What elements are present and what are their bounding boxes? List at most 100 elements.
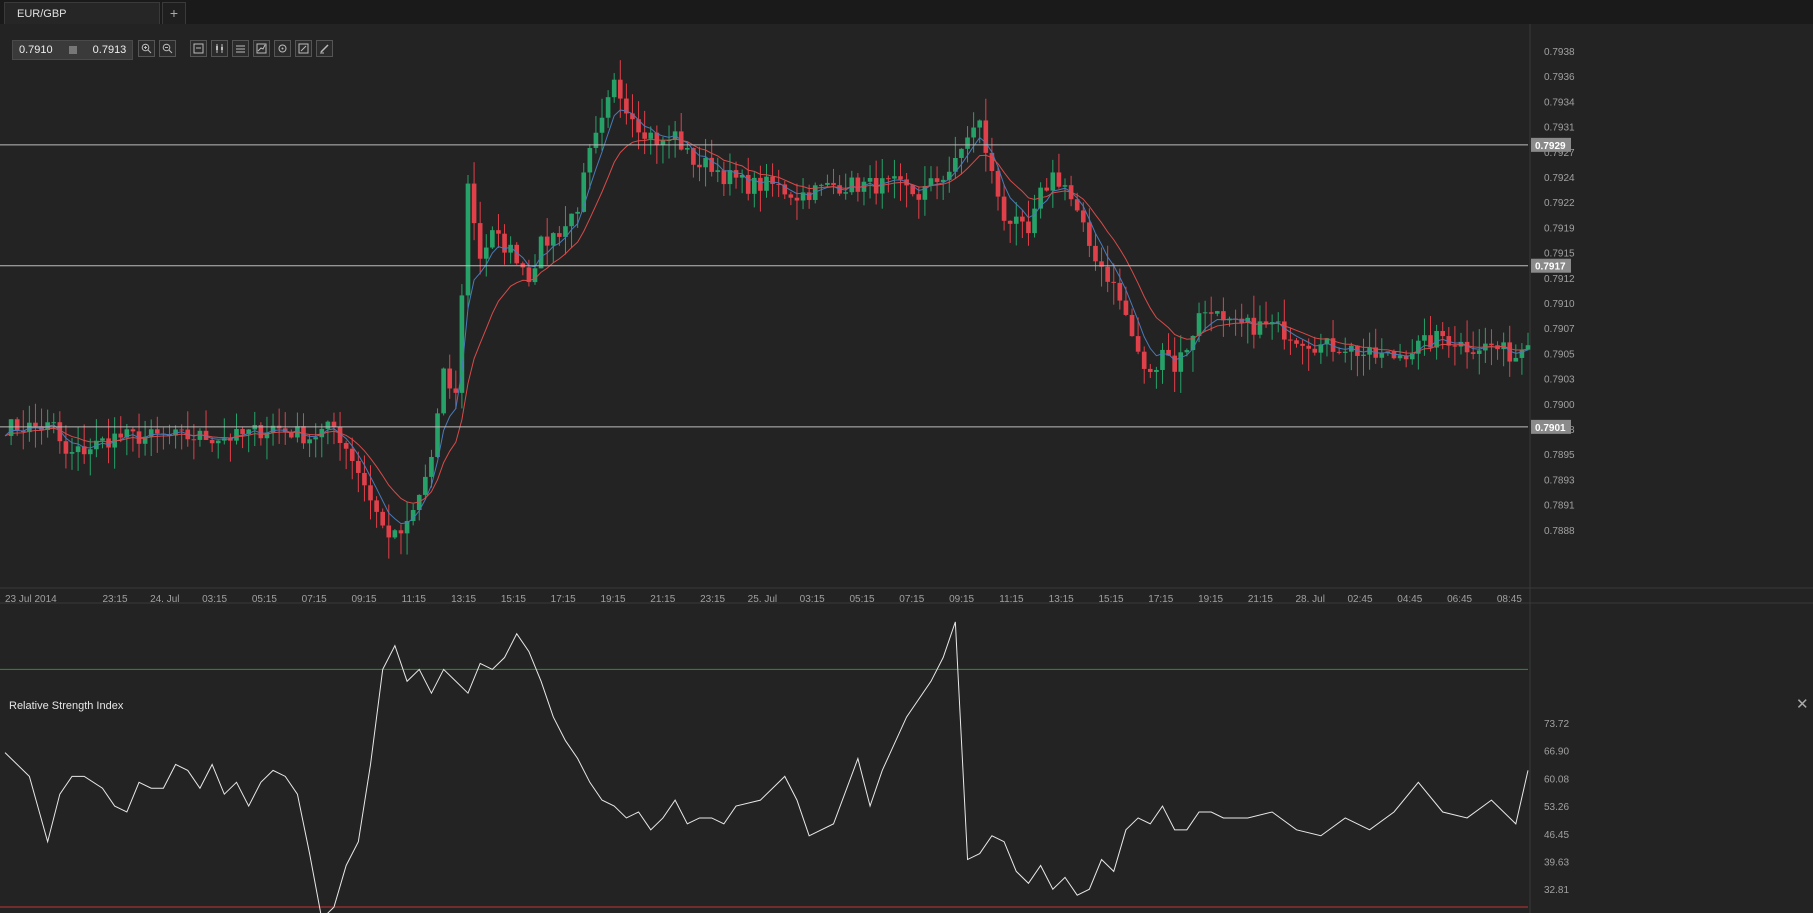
candle-body [965,137,970,149]
candle-body [1519,349,1525,358]
candle-body [179,429,184,431]
candle-body [1196,313,1202,336]
candle-body [1507,342,1513,362]
candle-body [87,449,93,455]
rsi-tick-label: 60.08 [1544,774,1569,785]
candle-body [33,422,38,427]
chart-background [0,24,1813,913]
candle-body [1409,353,1415,360]
candle-body [1275,321,1281,323]
candle-body [1105,266,1110,282]
tab-eurgbp[interactable]: EUR/GBP [4,2,160,24]
zoom-out-button[interactable] [159,40,176,57]
candle-body [654,132,660,145]
candle-body [325,421,331,429]
candle-body [508,244,513,253]
candle-body [69,452,75,454]
candle-body [538,236,544,269]
time-tick-label: 03:15 [800,594,825,605]
bid-price: 0.7910 [19,44,53,56]
time-tick-label: 19:15 [1198,594,1223,605]
level-label: 0.7901 [1535,423,1566,434]
candle-body [8,419,14,436]
candle-body [154,429,160,434]
candle-body [819,184,824,186]
candle-body [1123,300,1129,315]
candle-body [27,422,32,433]
candle-body [386,525,392,538]
candle-body [1013,216,1019,224]
candle-body [1190,335,1196,351]
candle-body [953,157,958,172]
time-tick-label: 07:15 [302,594,327,605]
candle-body [331,421,337,427]
candle-body [1513,357,1519,362]
rsi-tick-label: 32.81 [1544,885,1569,896]
candle-body [423,476,428,495]
candle-body [703,157,708,168]
candle-body [356,460,361,473]
time-tick-label: 02:45 [1347,594,1372,605]
spread-icon [68,46,77,54]
drawing-button[interactable] [274,40,291,57]
candle-body [14,419,20,431]
candle-body [1117,282,1123,301]
candle-body [502,233,507,253]
candle-body [374,500,379,512]
candle-body [684,148,690,150]
candle-body [1026,221,1031,234]
candle-body [636,119,641,133]
candle-body [1080,210,1086,223]
candle-body [1428,335,1433,348]
candle-body [209,439,215,444]
settings-button[interactable] [253,40,270,57]
time-tick-label: 06:45 [1447,594,1472,605]
candle-body [648,132,654,139]
candle-body [1221,311,1226,321]
candle-body [898,176,903,180]
candle-body [794,197,800,201]
candle-body [63,441,69,454]
candle-body [1452,345,1458,347]
candle-body [349,448,355,461]
candle-body [1422,335,1427,341]
rsi-tick-label: 39.63 [1544,858,1569,869]
candle-body [599,117,605,133]
candle-body [1251,317,1257,335]
time-tick-label: 03:15 [202,594,227,605]
candle-body [825,182,830,185]
candle-body [983,120,989,153]
timeframe-button[interactable] [190,40,207,57]
candle-body [806,192,812,200]
tab-label: EUR/GBP [17,8,67,20]
zoom-in-button[interactable] [138,40,155,57]
time-tick-label: 05:15 [849,594,874,605]
candle-body [557,233,562,237]
candle-body [660,140,666,145]
candle-body [142,436,148,444]
templates-button[interactable] [295,40,312,57]
candle-body [1476,350,1482,354]
indicators-button[interactable] [232,40,249,57]
candle-body [343,442,349,449]
time-tick-label: 23:15 [700,594,725,605]
candle-body [873,178,879,194]
add-tab-button[interactable]: + [162,2,186,24]
edit-button[interactable] [316,40,333,57]
candle-body [764,176,769,191]
candle-body [124,429,130,438]
time-tick-label: 08:45 [1497,594,1522,605]
candle-body [337,426,343,443]
candle-body [1099,261,1104,267]
candle-body [544,236,550,246]
candle-body [800,192,806,201]
candle-type-button[interactable] [211,40,228,57]
candle-body [1208,312,1214,314]
quote-box: 0.7910 0.7913 [12,40,134,60]
close-indicator-icon[interactable]: ✕ [1796,696,1809,713]
settings-icon [256,43,267,54]
chart-toolbar [138,40,333,57]
candle-body [776,183,781,185]
candle-body [380,511,386,526]
